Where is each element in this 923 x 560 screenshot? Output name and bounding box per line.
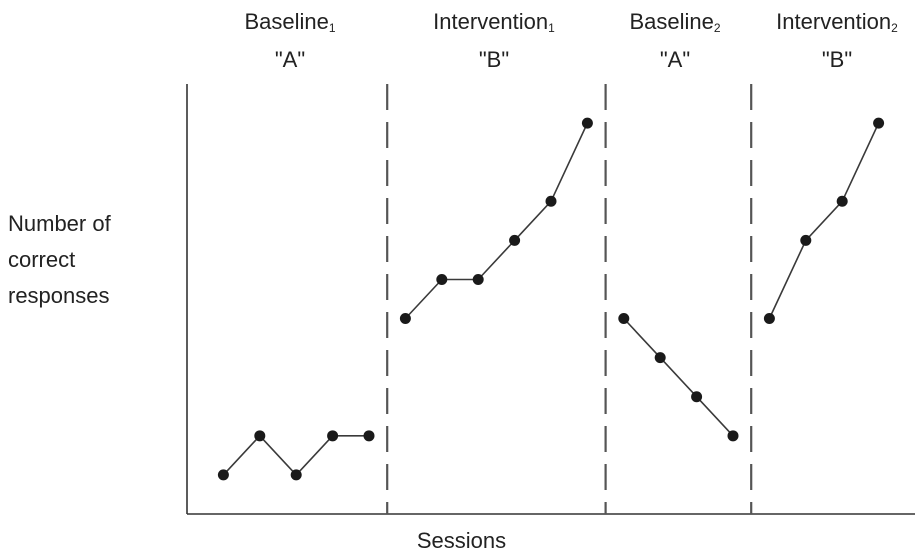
phase-label-baseline-2: Baseline2 "A" — [600, 6, 750, 76]
series-line — [222, 434, 369, 477]
data-point — [763, 313, 775, 325]
data-point — [581, 117, 593, 129]
data-point — [873, 117, 885, 129]
phase-name: Intervention — [776, 9, 892, 34]
phase-label-intervention-2: Intervention2 "B" — [751, 6, 923, 76]
phase-subscript: 2 — [891, 21, 898, 35]
y-axis-label-line: correct — [8, 247, 76, 272]
data-point — [727, 430, 739, 442]
phase-label-intervention-1: Intervention1 "B" — [388, 6, 600, 76]
phase-label-baseline-1: Baseline1 "A" — [195, 6, 385, 76]
phase-name: Intervention — [433, 9, 549, 34]
series-line — [404, 122, 589, 320]
y-axis-label: Number of correct responses — [8, 206, 178, 314]
data-point — [327, 430, 339, 442]
phase-code: "A" — [274, 47, 306, 72]
series-line — [768, 122, 880, 319]
data-point — [217, 469, 229, 481]
data-point — [399, 313, 411, 325]
phase-code: "A" — [659, 47, 691, 72]
data-point — [363, 430, 375, 442]
phase-subscript: 1 — [328, 21, 336, 35]
x-axis-label: Sessions — [416, 528, 507, 553]
data-point — [254, 430, 266, 442]
series-line — [623, 317, 734, 437]
data-point — [509, 234, 521, 246]
phase-subscript: 2 — [713, 21, 721, 35]
data-point — [691, 391, 703, 403]
phase-subscript: 1 — [548, 21, 555, 35]
phase-name: Baseline — [244, 9, 329, 34]
data-point — [545, 195, 557, 207]
phase-code: "B" — [478, 47, 510, 72]
phase-code: "B" — [821, 47, 853, 72]
data-point — [654, 352, 666, 364]
data-point — [472, 273, 484, 285]
data-point — [618, 313, 630, 325]
data-point — [836, 195, 848, 207]
data-point — [290, 469, 302, 481]
data-point — [800, 234, 812, 246]
y-axis-label-line: responses — [8, 283, 110, 308]
y-axis-label-line: Number of — [8, 211, 111, 236]
data-point — [436, 273, 448, 285]
phase-name: Baseline — [629, 9, 714, 34]
